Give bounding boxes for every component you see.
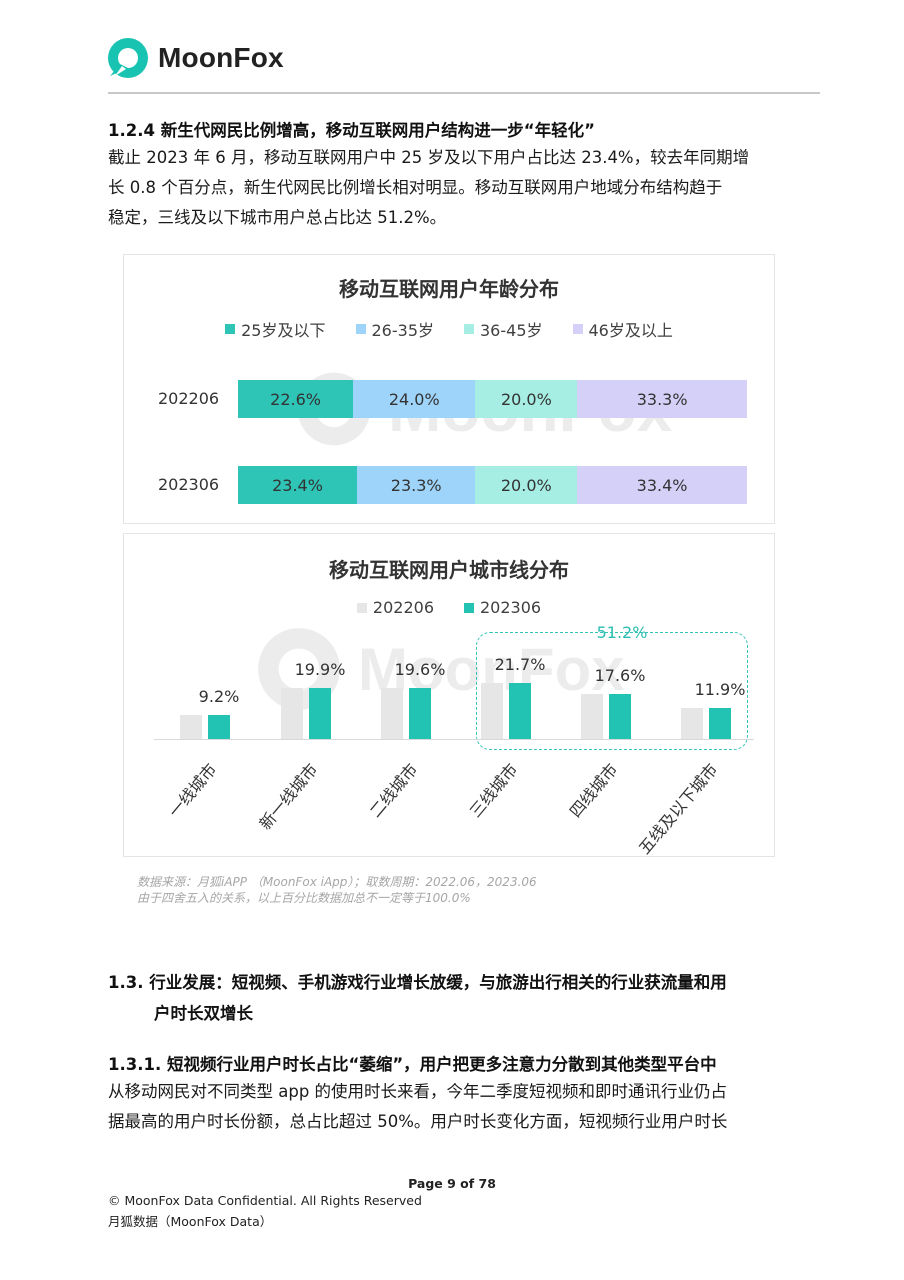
stacked-bar-segment: 22.6%	[238, 380, 354, 418]
column-bar	[208, 715, 230, 739]
stacked-bar-segment: 23.4%	[238, 466, 357, 504]
stacked-bar-segment: 20.0%	[475, 380, 578, 418]
moonfox-logo: MoonFox	[106, 36, 284, 80]
column-bar	[409, 688, 431, 739]
x-axis-category-label: 三线城市	[465, 759, 522, 822]
column-bar	[281, 687, 303, 739]
chart-legend: 202206 202306	[124, 598, 774, 617]
legend-label: 202206	[372, 598, 434, 617]
column-value-label: 19.9%	[294, 659, 346, 679]
logo-text: MoonFox	[158, 42, 284, 73]
moonfox-logo-icon	[108, 38, 148, 78]
section-1-3-1-paragraph: 从移动网民对不同类型 app 的使用时长来看，今年二季度短视频和即时通讯行业仍占…	[108, 1077, 796, 1137]
column-bar	[309, 687, 331, 739]
section-1-2-4-paragraph: 截止 2023 年 6 月，移动互联网用户中 25 岁及以下用户占比达 23.4…	[108, 143, 796, 233]
legend-label: 25岁及以下	[241, 321, 326, 340]
legend-swatch	[464, 602, 474, 613]
column-bar	[609, 693, 631, 739]
section-1-3-heading-continued: 户时长双增长	[154, 1004, 253, 1023]
legend-swatch	[572, 324, 583, 334]
section-1-3-heading: 1.3. 行业发展：短视频、手机游戏行业增长放缓，与旅游出行相关的行业获流量和用	[108, 973, 727, 992]
x-axis-category-label: 二线城市	[365, 759, 422, 822]
legend-label: 202306	[480, 598, 542, 617]
copyright: © MoonFox Data Confidential. All Rights …	[108, 1193, 422, 1208]
data-source-note: 数据来源：月狐iAPP （MoonFox iApp）；取数周期：2022.06，…	[137, 875, 537, 889]
chart-title: 移动互联网用户年龄分布	[339, 277, 559, 301]
stacked-bar-segment: 33.3%	[577, 380, 747, 418]
header-divider	[108, 92, 820, 94]
rounding-note: 由于四舍五入的关系，以上百分比数据加总不一定等于100.0%	[137, 891, 471, 905]
chart-legend: 25岁及以下 26-35岁 36-45岁 46岁及以上	[124, 317, 774, 341]
column-value-label: 9.2%	[198, 687, 240, 707]
legend-item: 46岁及以上	[572, 317, 673, 341]
section-1-3-1-heading: 1.3.1. 短视频行业用户时长占比“萎缩”，用户把更多注意力分散到其他类型平台…	[108, 1055, 717, 1074]
highlight-box-label: 51.2%	[596, 623, 648, 642]
legend-item: 26-35岁	[355, 317, 435, 341]
column-bar	[509, 683, 531, 739]
column-value-label: 19.6%	[394, 660, 446, 680]
paragraph-line: 长 0.8 个百分点，新生代网民比例增长相对明显。移动互联网用户地域分布结构趋于	[108, 178, 723, 197]
legend-label: 46岁及以上	[588, 321, 673, 340]
segment-value-label: 23.3%	[390, 475, 442, 495]
stacked-bar-segment: 23.3%	[356, 466, 476, 504]
stacked-bar-segment: 20.0%	[475, 466, 578, 504]
legend-item: 202206	[356, 598, 434, 617]
x-axis-category-label: 五线及以下城市	[634, 759, 722, 857]
x-axis-category-label: 新一线城市	[255, 759, 322, 834]
legend-swatch	[355, 324, 366, 334]
column-value-label: 17.6%	[594, 665, 646, 685]
legend-item: 202306	[464, 598, 541, 617]
company-name: 月狐数据（MoonFox Data）	[108, 1214, 273, 1229]
city-tier-distribution-chart: MoonFox 移动互联网用户城市线分布 202206 202306 51.2%…	[123, 533, 775, 857]
legend-swatch	[225, 324, 236, 334]
segment-value-label: 33.3%	[636, 389, 688, 409]
x-axis-category-label: 四线城市	[565, 759, 622, 822]
legend-item: 36-45岁	[464, 317, 543, 341]
segment-value-label: 23.4%	[272, 475, 323, 495]
column-bar	[709, 708, 731, 739]
x-axis-line	[154, 739, 754, 740]
highlight-box	[476, 632, 748, 750]
segment-value-label: 24.0%	[388, 389, 440, 409]
row-label: 202306	[158, 475, 220, 494]
section-1-2-4-heading: 1.2.4 新生代网民比例增高，移动互联网用户结构进一步“年轻化”	[108, 121, 595, 140]
column-value-label: 11.9%	[694, 680, 746, 700]
paragraph-line: 从移动网民对不同类型 app 的使用时长来看，今年二季度短视频和即时通讯行业仍占	[108, 1082, 728, 1101]
x-axis-category-label: 一线城市	[164, 759, 221, 822]
segment-value-label: 22.6%	[270, 389, 321, 409]
legend-label: 26-35岁	[371, 321, 435, 340]
stacked-bar-segment: 24.0%	[353, 380, 476, 418]
paragraph-line: 截止 2023 年 6 月，移动互联网用户中 25 岁及以下用户占比达 23.4…	[108, 148, 750, 167]
segment-value-label: 20.0%	[500, 389, 552, 409]
column-value-label: 21.7%	[494, 655, 546, 674]
segment-value-label: 20.0%	[500, 475, 552, 495]
legend-swatch	[356, 602, 367, 613]
legend-swatch	[464, 324, 474, 334]
column-bar	[381, 688, 403, 739]
column-bar	[581, 693, 603, 739]
page-number: Page 9 of 78	[408, 1176, 496, 1191]
paragraph-line: 据最高的用户时长份额，总占比超过 50%。用户时长变化方面，短视频行业用户时长	[108, 1112, 728, 1131]
column-bar	[180, 715, 202, 739]
column-bar	[681, 708, 703, 739]
legend-label: 36-45岁	[480, 321, 543, 340]
row-label: 202206	[158, 389, 220, 408]
segment-value-label: 33.4%	[636, 475, 688, 495]
stacked-bar-segment: 33.4%	[577, 466, 747, 504]
paragraph-line: 稳定，三线及以下城市用户总占比达 51.2%。	[108, 208, 447, 227]
legend-item: 25岁及以下	[225, 317, 326, 341]
chart-title: 移动互联网用户城市线分布	[329, 558, 569, 582]
column-bar	[481, 683, 503, 739]
age-distribution-chart: MoonFox 移动互联网用户年龄分布 25岁及以下 26-35岁 36-45岁…	[123, 254, 775, 524]
